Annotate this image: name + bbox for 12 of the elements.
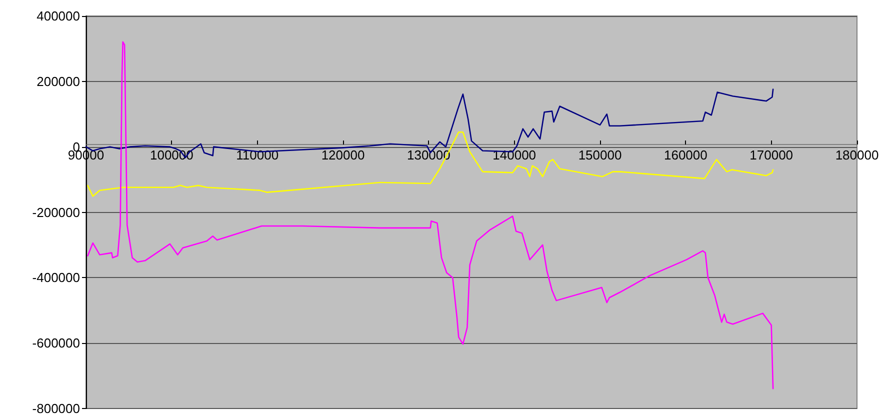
y-tick-label: -800000 xyxy=(32,401,80,415)
x-tick-label: 150000 xyxy=(578,148,622,162)
y-tick-label: 400000 xyxy=(36,8,80,24)
y-tick-label: 200000 xyxy=(36,74,80,89)
x-tick-label: 140000 xyxy=(492,148,536,162)
y-tick-label: -400000 xyxy=(32,270,80,286)
x-tick-label: 180000 xyxy=(835,148,879,162)
y-tick-label: -600000 xyxy=(32,336,80,351)
x-tick-label: 160000 xyxy=(664,148,708,162)
x-tick-label: 120000 xyxy=(321,148,365,162)
y-tick-label: -200000 xyxy=(32,204,80,220)
x-tick-label: 170000 xyxy=(750,148,794,162)
